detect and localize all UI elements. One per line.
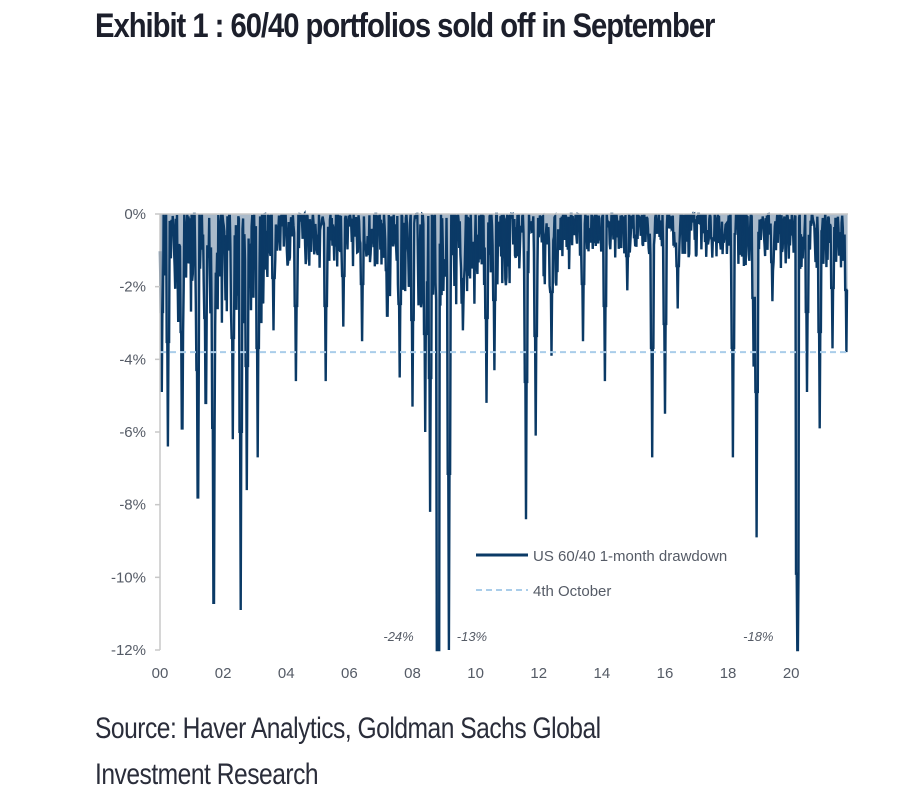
y-tick-label: -10% — [111, 569, 146, 586]
x-tick-label: 20 — [783, 665, 800, 682]
y-tick-label: -12% — [111, 642, 146, 659]
x-tick-label: 00 — [152, 665, 169, 682]
annotation-label: -18% — [743, 629, 773, 644]
y-tick-label: 0% — [124, 206, 146, 223]
legend: US 60/40 1-month drawdown 4th October — [476, 548, 727, 600]
legend-label-4th-october: 4th October — [533, 583, 611, 600]
y-tick-label: -2% — [119, 279, 146, 296]
y-axis: 0% -2% -4% -6% -8% -10% -12% — [111, 206, 160, 659]
annotation-label: -24% — [383, 629, 413, 644]
source-note: Source: Haver Analytics, Goldman Sachs G… — [95, 712, 601, 791]
y-tick-label: -8% — [119, 497, 146, 514]
y-tick-label: -6% — [119, 424, 146, 441]
x-tick-label: 10 — [467, 665, 484, 682]
legend-label-drawdown: US 60/40 1-month drawdown — [533, 548, 727, 565]
y-tick-label: -4% — [119, 351, 146, 368]
x-tick-label: 18 — [720, 665, 737, 682]
x-tick-label: 12 — [530, 665, 547, 682]
annotations: -24% -13% -18% — [383, 629, 773, 644]
x-tick-label: 02 — [215, 665, 232, 682]
x-tick-label: 04 — [278, 665, 295, 682]
drawdown-line — [158, 210, 849, 652]
chart-title: Exhibit 1 : 60/40 portfolios sold off in… — [95, 7, 715, 45]
drawdown-series — [158, 210, 849, 652]
x-tick-label: 14 — [593, 665, 610, 682]
x-axis: 00 02 04 06 08 10 12 14 16 18 20 — [152, 665, 800, 682]
x-tick-label: 08 — [404, 665, 421, 682]
x-tick-label: 16 — [657, 665, 674, 682]
drawdown-area — [160, 214, 848, 650]
x-tick-label: 06 — [341, 665, 358, 682]
annotation-label: -13% — [457, 629, 487, 644]
